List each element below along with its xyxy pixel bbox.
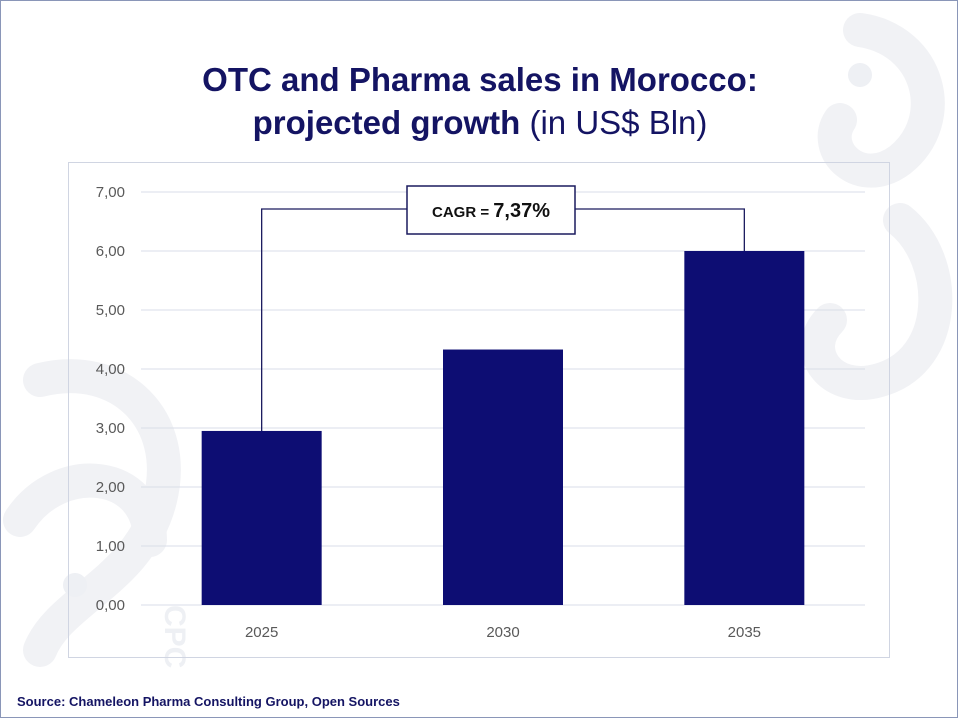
y-tick-label: 4,00 [96,361,125,378]
y-tick-label: 1,00 [96,538,125,555]
bar-2025 [201,430,322,605]
source-note: Source: Chameleon Pharma Consulting Grou… [17,694,400,709]
cagr-bracket [261,208,745,431]
bar-2030 [443,349,563,605]
x-tick-label: 2025 [245,624,278,641]
x-tick-label: 2030 [486,624,519,641]
chart-title-bold: projected growth [252,104,521,141]
y-tick-label: 2,00 [96,479,125,496]
cagr-label: CAGR = 7,37% [432,200,550,222]
chart-title: OTC and Pharma sales in Morocco: project… [0,58,960,144]
chart-area: 0,00 1,00 2,00 3,00 4,00 5,00 6,00 7,00 2025 2030… [68,162,890,658]
y-tick-label: 0,00 [96,597,125,614]
chart-title-unit: (in US$ Bln) [529,104,708,141]
y-tick-label: 6,00 [96,243,125,260]
y-tick-label: 3,00 [96,420,125,437]
y-tick-label: 7,00 [96,184,125,201]
cagr-box [406,185,576,235]
bar-2035 [684,251,805,605]
chart-title-line1: OTC and Pharma sales in Morocco: [202,61,758,98]
bar-chart: 0,00 1,00 2,00 3,00 4,00 5,00 6,00 7,00 2025 2030… [96,184,865,641]
x-tick-label: 2035 [728,624,761,641]
chart-title-line2: projected growth (in US$ Bln) [0,101,960,144]
y-tick-label: 5,00 [96,302,125,319]
